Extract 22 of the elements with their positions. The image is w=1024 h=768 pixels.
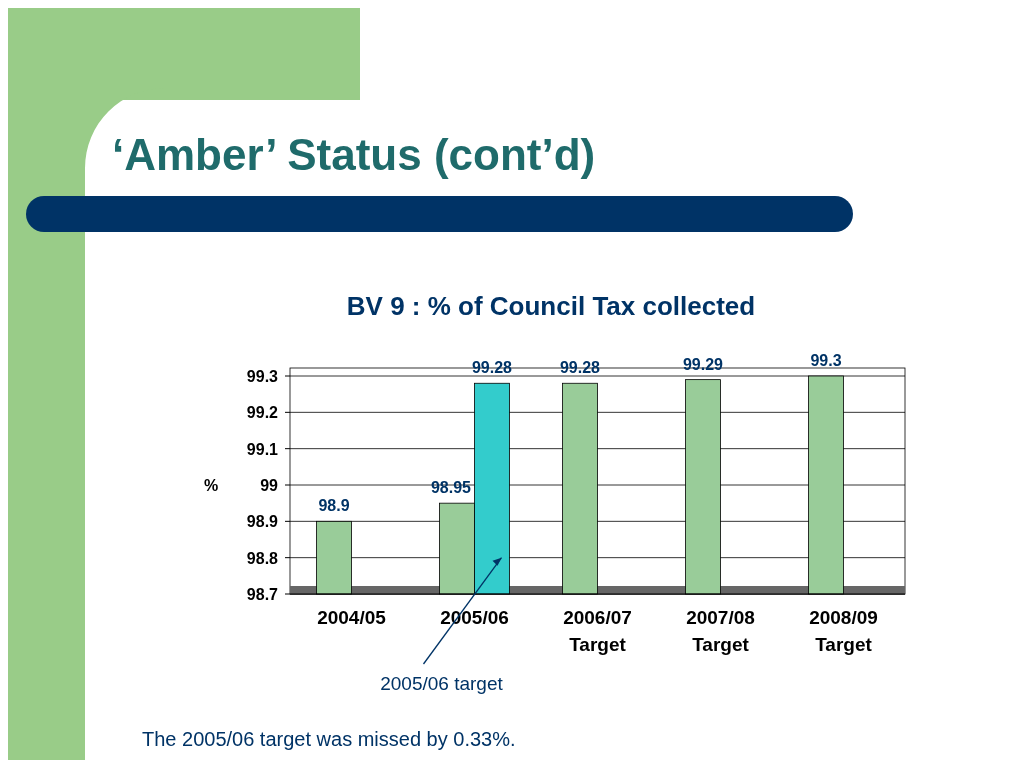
y-tick-label: 98.7 [246,586,279,603]
chart-title: ‘Amber’ Status (cont’d) [112,130,596,179]
y-tick-label: 99.2 [246,404,279,422]
y-tick-label: 99.3 [246,368,279,385]
data-label: 98.9 [318,497,350,515]
data-label: 99.29 [682,355,724,373]
data-label: 99.28 [471,359,513,377]
x-tick-label: 2008/09 Target [809,607,878,655]
y-tick-label: 99.1 [246,440,279,458]
x-tick-label: 2007/08 Target [686,607,755,655]
chart-subtitle: BV 9 : % of Council Tax collected [346,291,756,321]
text: The 2005/06 target was missed by 0.33%. [142,728,516,750]
y-tick-label: 98.9 [246,513,279,531]
text: 2005/06 target [380,673,504,694]
y-tick-label: 98.8 [246,549,279,567]
x-tick-label: 2004/05 [317,607,387,628]
y-tick-label: 99 [260,477,279,494]
x-tick-label: 2006/07 Target [563,607,632,655]
data-label: 99.28 [559,359,601,377]
data-label: 99.3 [810,352,842,369]
y-axis-title: % [203,477,219,494]
data-label: 98.95 [430,479,472,497]
